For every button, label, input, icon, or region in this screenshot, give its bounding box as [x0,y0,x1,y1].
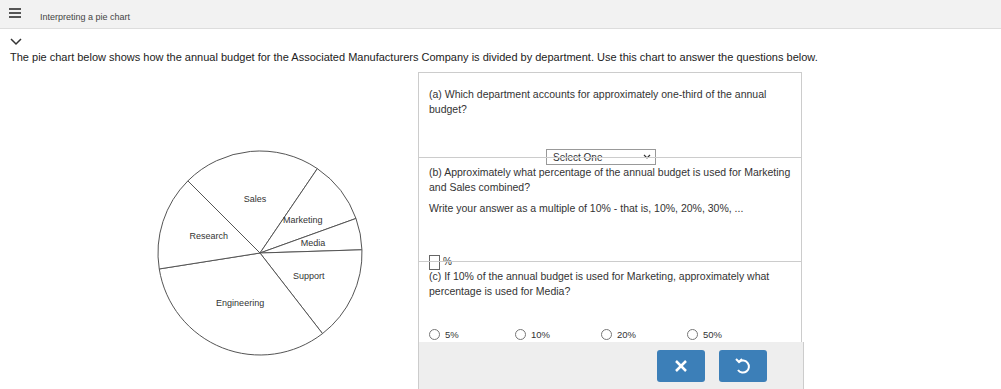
svg-text:Media: Media [301,238,326,248]
svg-text:Research: Research [189,231,228,241]
html-text:Interpreting a pie chart: Interpreting a pie chart [40,12,131,22]
svg-text:Engineering: Engineering [216,298,264,308]
html-text:20%: 20% [617,329,636,340]
html-text:50%: 50% [703,329,722,340]
html-text:Select One: Select One [553,152,603,163]
html-text:(a) Which department accounts: (a) Which department accounts for approx… [429,88,767,115]
html-text:Write your answer as a multipl: Write your answer as a multiple of 10% -… [429,202,744,214]
html-text:10%: 10% [531,329,550,340]
html-text:The pie chart below shows how: The pie chart below shows how the annual… [10,51,818,63]
html-text:(b) Approximately what percent: (b) Approximately what percentage of the… [429,166,791,193]
svg-text:Marketing: Marketing [283,215,323,225]
svg-text:Support: Support [293,271,325,281]
html-text:5%: 5% [445,329,459,340]
svg-text:Sales: Sales [244,194,267,204]
html-text:(c) If 10% of the annual budge: (c) If 10% of the annual budget is used … [429,270,770,297]
